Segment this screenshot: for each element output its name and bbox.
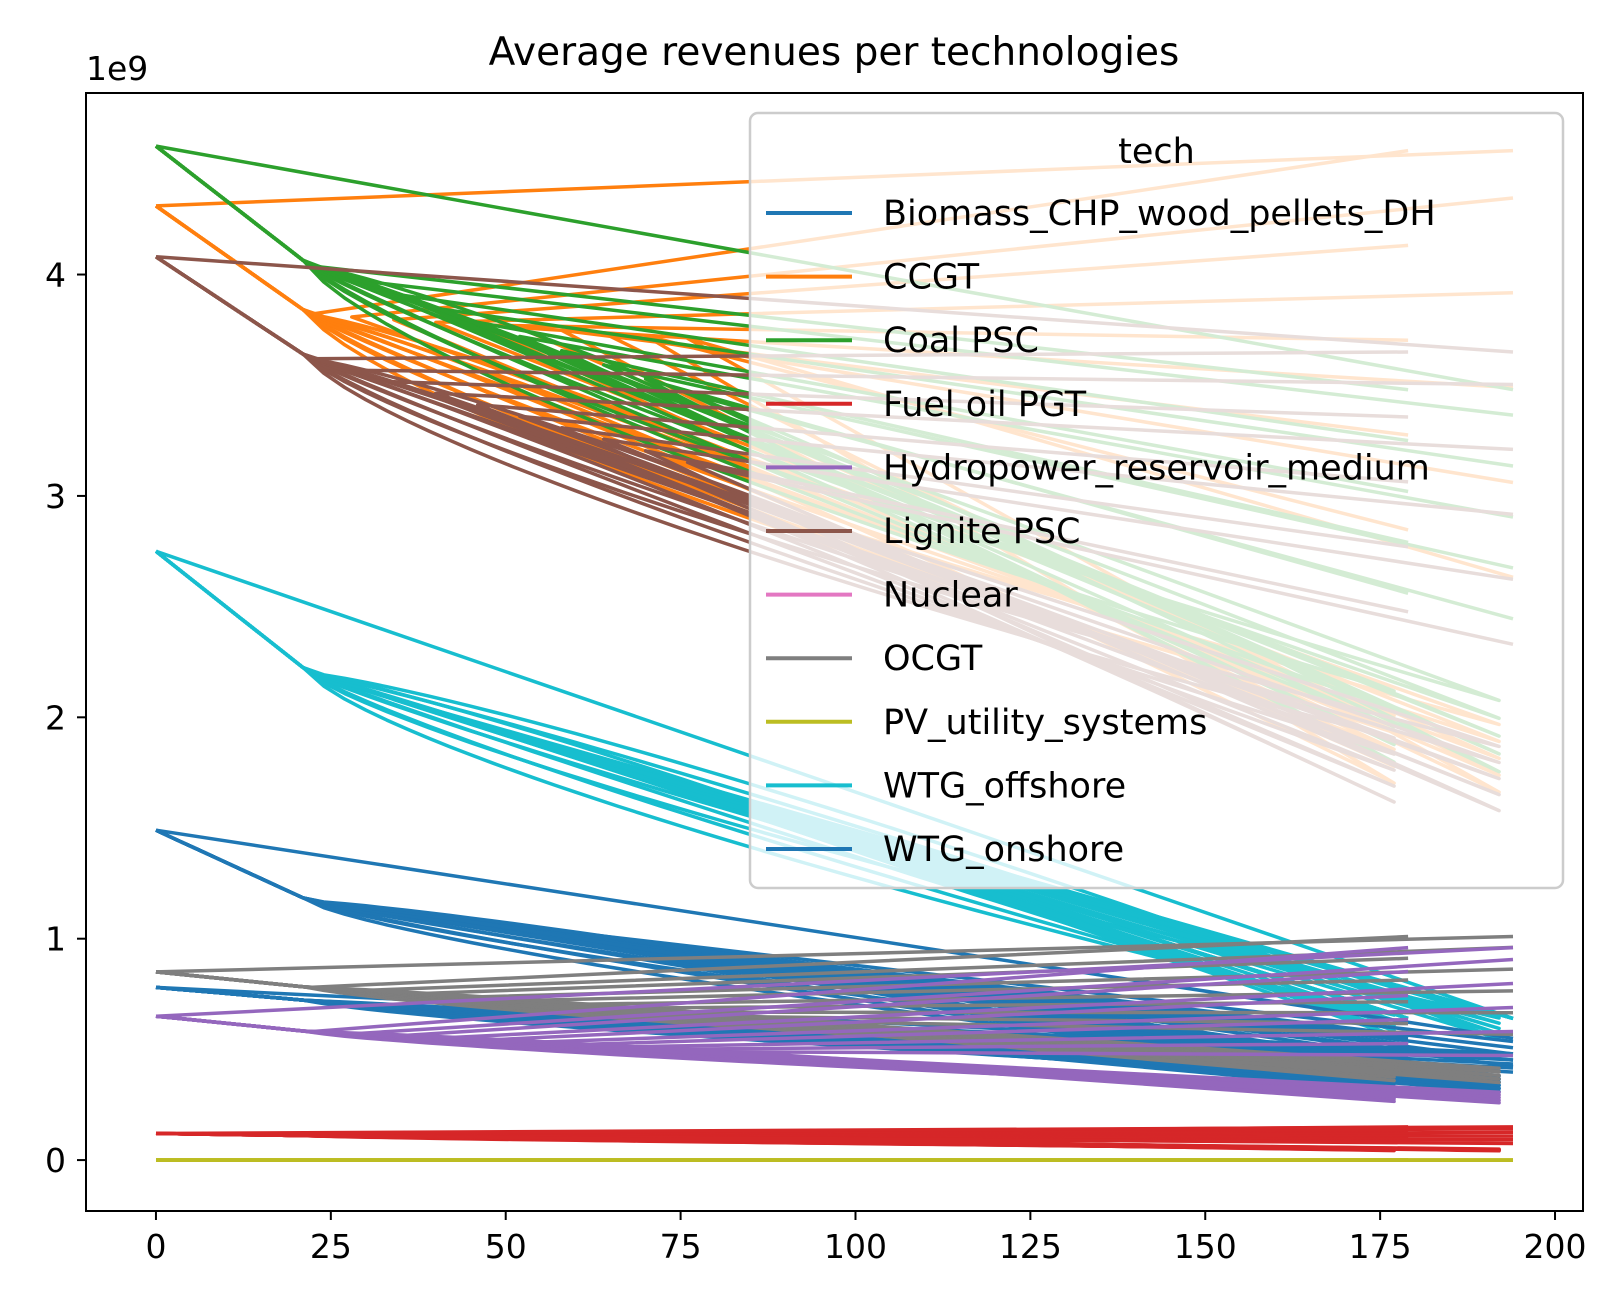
legend-entry: Biomass_CHP_wood_pellets_DH: [766, 194, 1436, 234]
legend-entry: Coal PSC: [766, 321, 1039, 361]
x-tick-label: 100: [824, 1227, 887, 1266]
legend-label: Nuclear: [883, 576, 1018, 616]
legend-entry: CCGT: [766, 258, 980, 298]
legend-label: Lignite PSC: [883, 512, 1081, 552]
legend-entry: Nuclear: [766, 576, 1018, 616]
legend-label: Hydropower_reservoir_medium: [883, 448, 1430, 488]
series-line: [155, 1014, 1514, 1105]
y-tick-label: 4: [45, 256, 66, 295]
legend-entry: PV_utility_systems: [766, 703, 1207, 743]
series-line: [155, 934, 1514, 974]
legend-entry: OCGT: [766, 639, 983, 679]
x-tick-label: 175: [1349, 1227, 1412, 1266]
legend-entry: Hydropower_reservoir_medium: [766, 448, 1430, 488]
legend-label: Coal PSC: [883, 321, 1039, 361]
chart-title: Average revenues per technologies: [489, 30, 1180, 75]
legend-box: [748, 111, 1565, 890]
y-tick-label: 0: [45, 1141, 66, 1180]
legend: tech Biomass_CHP_wood_pellets_DH CCGT Coal …: [748, 111, 1565, 890]
series-hydropower-reservoir-medium: [155, 945, 1514, 1105]
series-line: [155, 1131, 1514, 1153]
plot-frame: [85, 92, 1584, 1212]
y-tick-label: 1: [45, 920, 66, 959]
x-tick-label: 50: [485, 1227, 527, 1266]
legend-entry: Lignite PSC: [766, 512, 1081, 552]
series-line: [155, 1125, 1514, 1136]
legend-label: PV_utility_systems: [883, 703, 1207, 743]
legend-label: CCGT: [883, 258, 980, 298]
series-fuel-oil-pgt: [155, 1125, 1514, 1153]
legend-label: Biomass_CHP_wood_pellets_DH: [883, 194, 1436, 234]
x-tick-label: 25: [310, 1227, 352, 1266]
legend-title: tech: [1118, 132, 1195, 172]
x-tick-label: 75: [660, 1227, 702, 1266]
legend-label: WTG_onshore: [883, 830, 1124, 870]
axes: 0 25 50 75 100 125 150 175 200 0 1 2 3 4: [45, 256, 1587, 1266]
legend-entry: Fuel oil PGT: [766, 385, 1087, 425]
y-tick-label: 2: [45, 698, 66, 737]
legend-label: Fuel oil PGT: [883, 385, 1087, 425]
legend-entry: WTG_offshore: [766, 766, 1126, 806]
legend-label: WTG_offshore: [883, 766, 1126, 806]
x-tick-label: 150: [1174, 1227, 1237, 1266]
legend-entry: WTG_onshore: [766, 830, 1124, 870]
series-line: [155, 945, 1514, 1018]
legend-label: OCGT: [883, 639, 983, 679]
x-tick-label: 0: [145, 1227, 166, 1266]
series-ocgt: [155, 934, 1514, 1085]
x-tick-label: 125: [999, 1227, 1062, 1266]
y-offset-label: 1e9: [86, 49, 148, 88]
y-tick-label: 3: [45, 477, 66, 516]
x-tick-label: 200: [1524, 1227, 1587, 1266]
